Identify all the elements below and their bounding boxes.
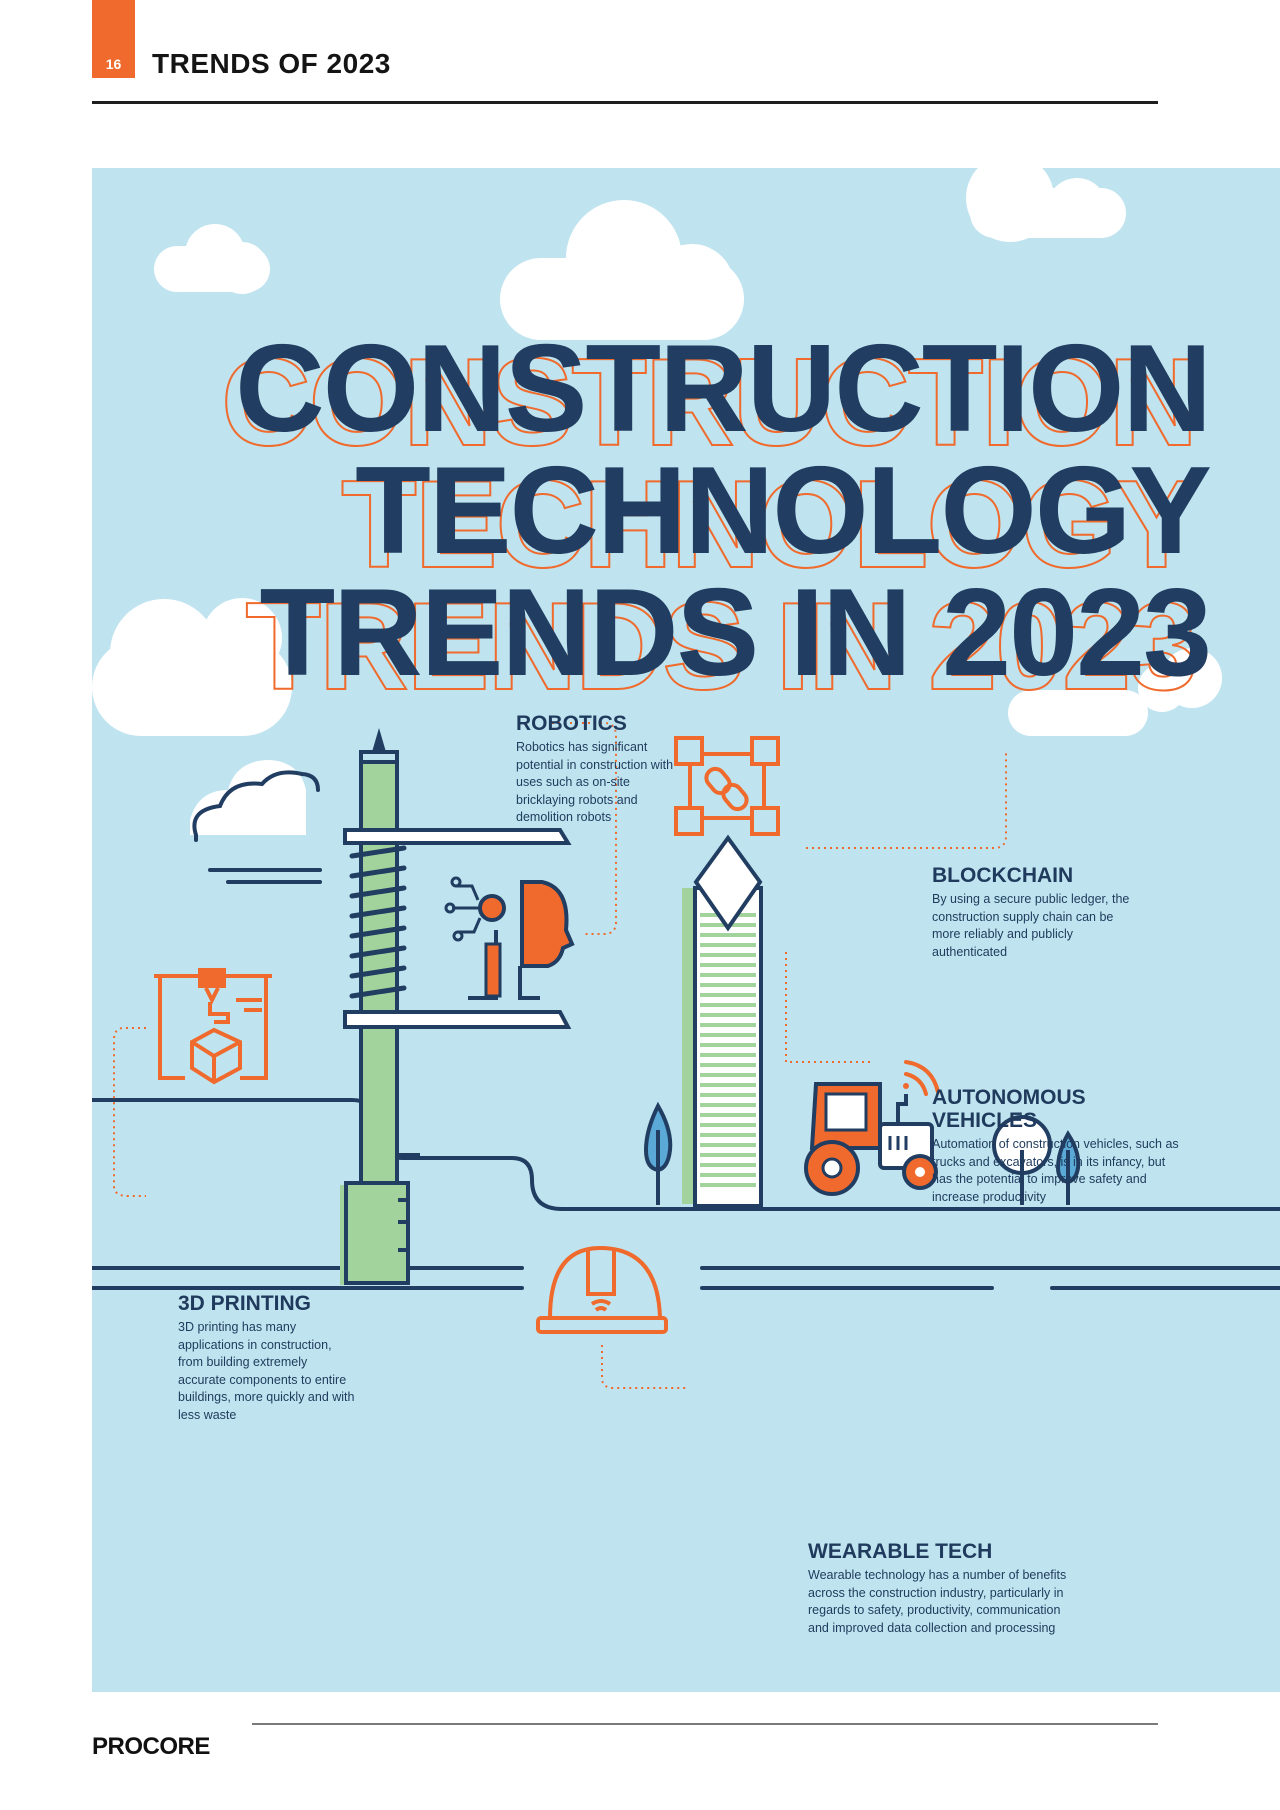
trend-3d-printing: 3D PRINTING 3D printing has many applica… xyxy=(178,1292,356,1424)
cloud-icon xyxy=(92,598,292,736)
trend-wearable-title: WEARABLE TECH xyxy=(808,1540,993,1563)
robot-head-icon xyxy=(444,876,575,1000)
trend-3d-printing-title: 3D PRINTING xyxy=(178,1292,312,1315)
trend-autonomous-text: Automation of construction vehicles, suc… xyxy=(932,1137,1179,1204)
tree-icon xyxy=(643,1101,673,1205)
trend-robotics-text: Robotics has significant potential in co… xyxy=(516,740,674,824)
trend-robotics: ROBOTICS Robotics has significant potent… xyxy=(516,712,674,827)
trend-autonomous-title-1: AUTONOMOUS xyxy=(932,1086,1086,1109)
trend-blockchain: BLOCKCHAIN By using a secure public ledg… xyxy=(932,864,1137,961)
cloud-icon xyxy=(966,168,1126,242)
construction-scene-illustration xyxy=(92,168,1280,1389)
trend-wearable-tech: WEARABLE TECH Wearable technology has a … xyxy=(808,1540,1083,1637)
procore-logo: PROCORE xyxy=(92,1733,210,1760)
trend-3d-printing-text: 3D printing has many applications in con… xyxy=(178,1320,355,1422)
trend-robotics-title: ROBOTICS xyxy=(516,712,627,735)
skyscraper xyxy=(682,834,763,1208)
section-title: TRENDS OF 2023 xyxy=(152,48,391,79)
cloud-icon xyxy=(1008,648,1222,736)
trend-wearable-text: Wearable technology has a number of bene… xyxy=(808,1568,1067,1635)
blockchain-icon xyxy=(674,736,780,836)
connector-lines xyxy=(113,722,1007,1389)
tractor-icon xyxy=(804,1060,940,1196)
page-tab xyxy=(92,0,135,78)
cloud-icon xyxy=(154,224,270,294)
headline-line-2-outline: TECHNOLOGY xyxy=(340,456,1199,594)
headline-line-1: CONSTRUCTION CONSTRUCTION xyxy=(210,327,1212,466)
3d-printer-icon xyxy=(154,968,272,1085)
trend-blockchain-text: By using a secure public ledger, the con… xyxy=(932,892,1130,959)
cloud-icon xyxy=(500,200,744,340)
footer-rule xyxy=(252,1723,1158,1725)
page-number: 16 xyxy=(105,56,122,72)
tree-icon xyxy=(1055,1130,1081,1205)
trend-blockchain-title: BLOCKCHAIN xyxy=(932,864,1074,887)
headline-line-3-outline: TRENDS IN 2023 xyxy=(244,578,1199,716)
cloud-icon xyxy=(190,760,322,884)
headline-line-3-text: TRENDS IN 2023 xyxy=(259,564,1212,702)
trend-autonomous-title-2: VEHICLES xyxy=(932,1109,1038,1132)
headline-line-3: TRENDS IN 2023 TRENDS IN 2023 xyxy=(210,571,1212,710)
headline-line-1-outline: CONSTRUCTION xyxy=(220,334,1199,472)
headline-line-1-text: CONSTRUCTION xyxy=(235,320,1212,458)
trend-autonomous-vehicles: AUTONOMOUS VEHICLES Automation of constr… xyxy=(932,1086,1187,1206)
tree-icon xyxy=(992,1115,1052,1205)
hard-hat-icon xyxy=(536,1245,668,1334)
headline: CONSTRUCTION CONSTRUCTION TECHNOLOGY TEC… xyxy=(210,327,1212,710)
top-rule xyxy=(92,101,1158,104)
infographic-panel: CONSTRUCTION CONSTRUCTION TECHNOLOGY TEC… xyxy=(92,168,1280,1692)
headline-line-2: TECHNOLOGY TECHNOLOGY xyxy=(210,449,1212,588)
crane-tower xyxy=(340,728,572,1285)
headline-line-2-text: TECHNOLOGY xyxy=(355,442,1212,580)
